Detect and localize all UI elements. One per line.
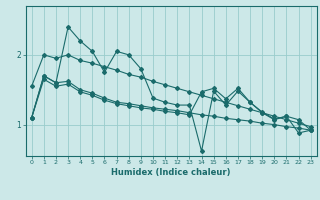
X-axis label: Humidex (Indice chaleur): Humidex (Indice chaleur) [111,168,231,177]
